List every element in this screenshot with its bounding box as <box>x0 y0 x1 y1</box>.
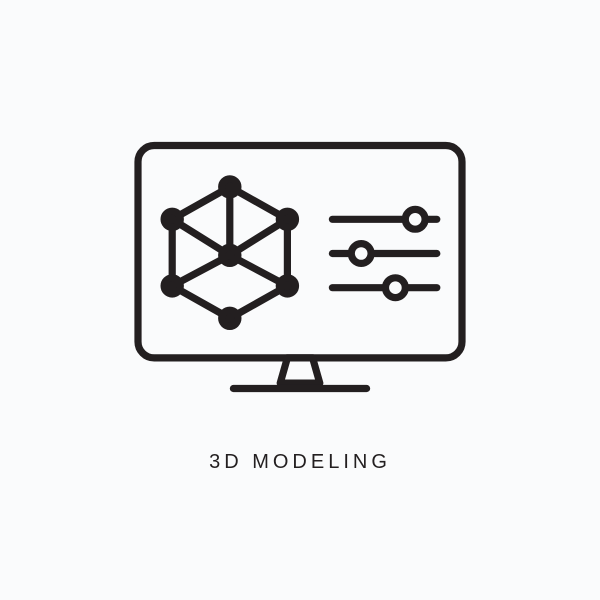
modeling-icon-svg <box>120 127 480 407</box>
monitor-stand-neck <box>280 357 320 382</box>
modeling-icon <box>120 127 480 407</box>
cube-icon <box>164 178 295 326</box>
icon-label: 3D MODELING <box>209 451 391 474</box>
sliders-icon <box>332 209 436 297</box>
